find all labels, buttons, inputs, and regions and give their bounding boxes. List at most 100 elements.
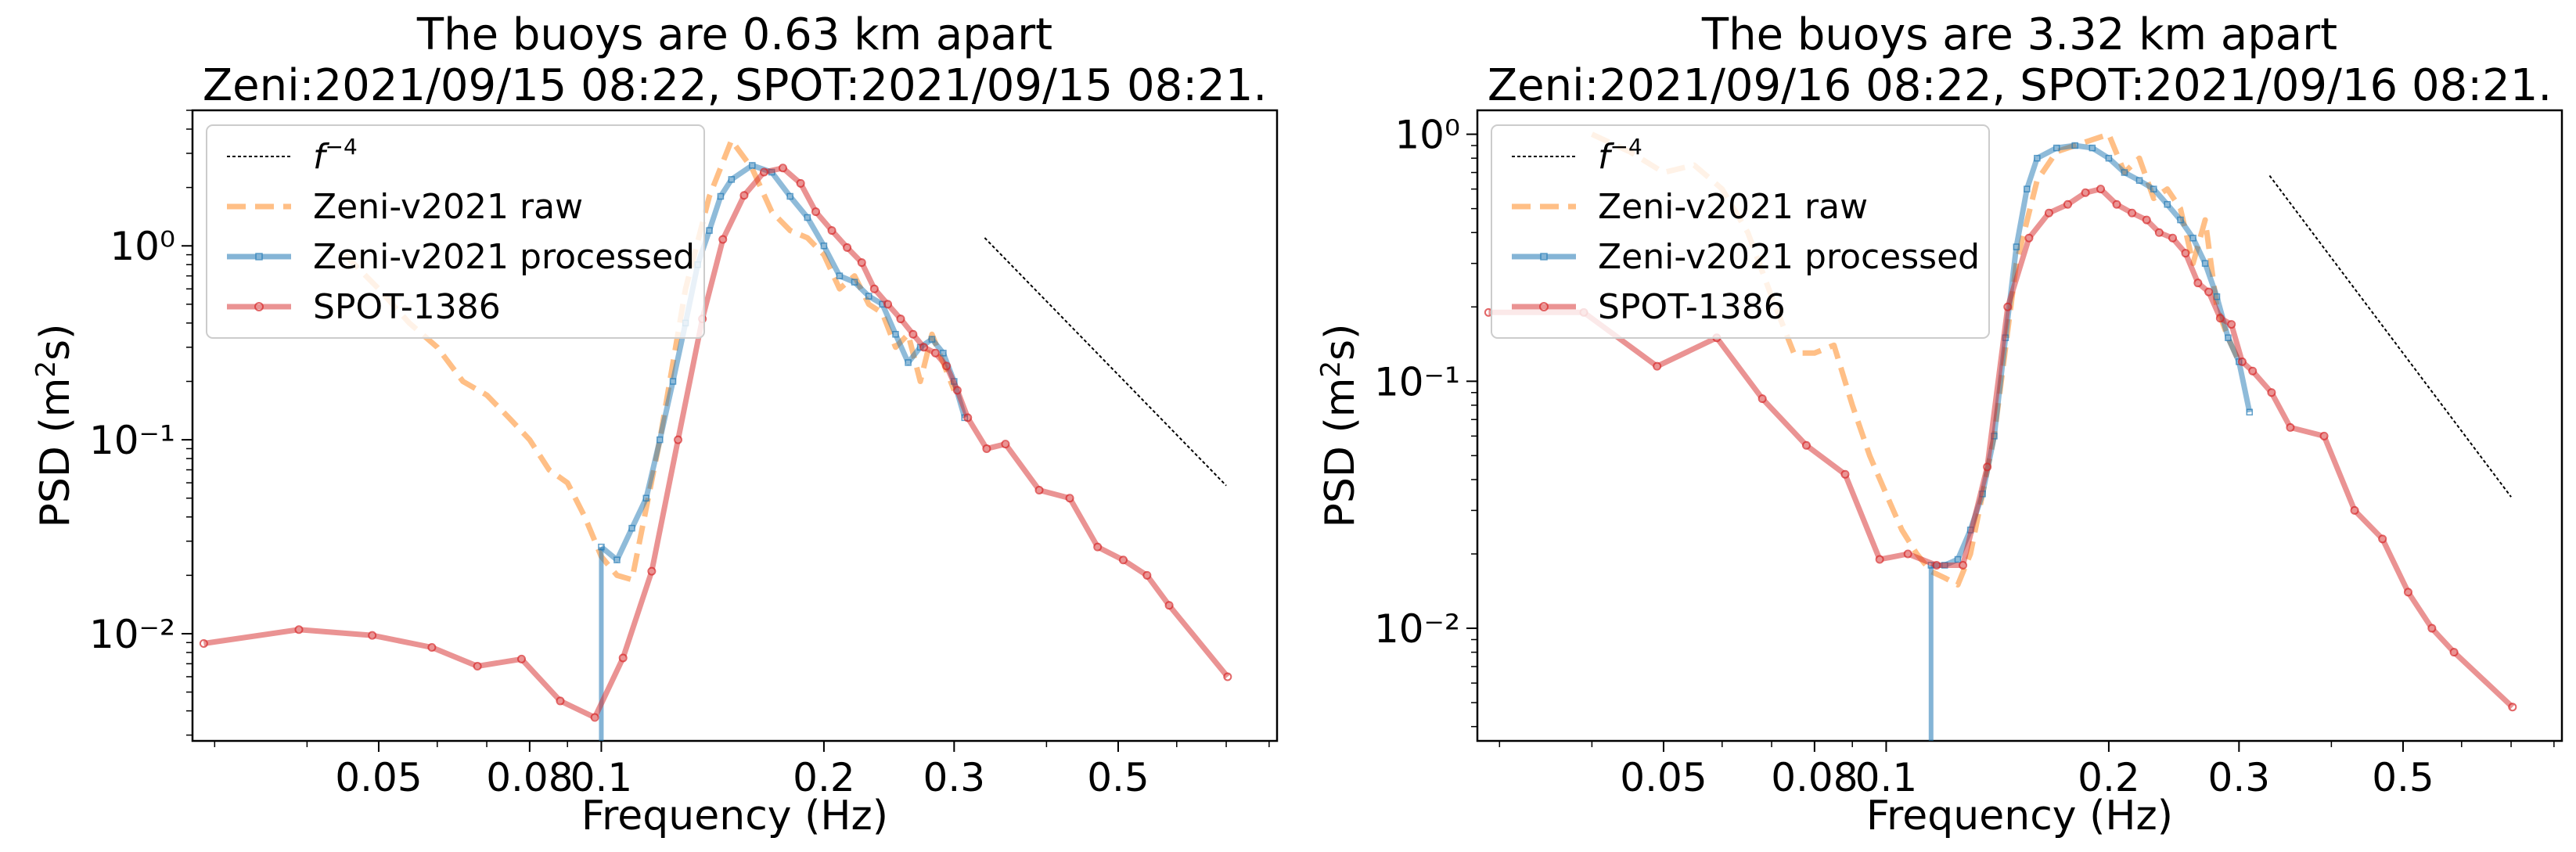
legend-label-processed-left: Zeni-v2021 processed xyxy=(313,237,695,277)
legend-label-raw-right: Zeni-v2021 raw xyxy=(1598,187,1868,227)
processed-point-left xyxy=(786,192,793,200)
spot-point-left xyxy=(843,243,852,252)
spot-point-right xyxy=(2267,388,2276,397)
spot-point-right xyxy=(2154,228,2164,237)
processed-point-left xyxy=(598,543,605,551)
processed-point-left xyxy=(905,359,912,366)
x-tick-label-right: 0.2 xyxy=(2078,755,2140,800)
series-group-right xyxy=(1484,131,2517,741)
chart-title-left: The buoys are 0.63 km apart xyxy=(416,9,1052,60)
processed-point-right xyxy=(2225,334,2232,341)
series-line-f4-left xyxy=(984,237,1227,487)
processed-point-left xyxy=(728,176,736,183)
legend-label-spot-left: SPOT-1386 xyxy=(313,287,501,327)
spot-point-left xyxy=(982,444,991,453)
processed-point-left xyxy=(851,279,858,286)
spot-point-right xyxy=(1758,394,1767,404)
processed-point-right xyxy=(2105,154,2113,162)
spot-point-right xyxy=(2449,648,2459,657)
legend-marker-processed-left xyxy=(255,253,263,261)
processed-point-left xyxy=(717,192,725,200)
processed-point-right xyxy=(2071,142,2078,149)
processed-point-left xyxy=(928,336,936,343)
legend-marker-spot-right xyxy=(1539,302,1549,311)
processed-point-left xyxy=(613,556,621,563)
spot-point-left xyxy=(883,300,893,309)
spot-point-left xyxy=(869,284,879,293)
legend-label-processed-right: Zeni-v2021 processed xyxy=(1598,237,1980,277)
spot-point-left xyxy=(199,639,208,649)
processed-point-left xyxy=(706,227,713,234)
spot-point-right xyxy=(2403,588,2412,597)
y-tick-label-right: 10⁻¹ xyxy=(1374,359,1460,404)
y-tick-label-left: 10⁻² xyxy=(89,612,175,657)
spot-point-left xyxy=(1223,672,1232,681)
y-tick-label-right: 10⁻² xyxy=(1374,606,1460,652)
spot-point-right xyxy=(2248,366,2258,376)
panel-right: The buoys are 3.32 km apart Zeni:2021/09… xyxy=(1315,9,2563,839)
processed-point-right xyxy=(2034,154,2041,162)
spot-point-right xyxy=(2063,200,2072,209)
processed-point-left xyxy=(804,214,811,221)
processed-point-left xyxy=(749,162,756,169)
processed-point-right xyxy=(2013,243,2020,250)
y-tick-label-left: 10⁰ xyxy=(110,224,175,269)
spot-point-left xyxy=(896,315,905,324)
x-tick-label-right: 0.1 xyxy=(1855,755,1918,800)
spot-point-left xyxy=(1142,570,1152,580)
spot-point-left xyxy=(647,566,657,576)
x-tick-label-left: 0.08 xyxy=(486,755,573,800)
y-tick-label-right: 10⁰ xyxy=(1394,113,1460,158)
x-axis-label-left: Frequency (Hz) xyxy=(581,793,888,839)
spot-point-left xyxy=(827,226,836,235)
x-tick-label-left: 0.2 xyxy=(793,755,855,800)
legend-box-left xyxy=(206,124,705,339)
chart-subtitle-right: Zeni:2021/09/16 08:22, SPOT:2021/09/16 0… xyxy=(1488,60,2552,111)
legend-marker-processed-right xyxy=(1540,253,1548,261)
processed-point-left xyxy=(669,378,677,385)
spot-point-left xyxy=(590,713,599,722)
spot-point-right xyxy=(2350,505,2359,515)
x-tick-label-left: 0.1 xyxy=(570,755,633,800)
spot-point-left xyxy=(1001,440,1010,449)
processed-point-right xyxy=(2089,144,2096,152)
spot-point-right xyxy=(1801,440,1811,450)
panel-left: The buoys are 0.63 km apart Zeni:2021/09… xyxy=(31,9,1279,839)
spot-point-left xyxy=(759,167,768,177)
spot-point-left xyxy=(952,386,962,395)
processed-point-left xyxy=(865,293,872,300)
processed-point-right xyxy=(2121,169,2128,176)
spot-point-right xyxy=(2142,215,2151,225)
legend-box-right xyxy=(1491,124,1990,339)
spot-point-left xyxy=(1034,485,1044,494)
spot-point-left xyxy=(1093,542,1103,552)
spot-point-left xyxy=(473,661,482,670)
spot-point-right xyxy=(2378,534,2387,544)
plot-frame-left xyxy=(191,109,1279,742)
spot-point-right xyxy=(2319,431,2329,440)
processed-point-right xyxy=(2150,185,2157,192)
spot-point-right xyxy=(2193,279,2203,288)
spot-point-left xyxy=(618,653,628,663)
x-axis-label-right: Frequency (Hz) xyxy=(1866,793,2173,839)
x-tick-label-right: 0.3 xyxy=(2208,755,2271,800)
spot-point-left xyxy=(963,413,973,422)
spot-point-right xyxy=(2427,624,2437,633)
axis-ticks-right: 0.05 0.080.1 0.2 0.3 0.5 10⁻² 10⁻¹ 10⁰ xyxy=(1374,113,2555,800)
spot-point-right xyxy=(2237,357,2247,366)
spot-point-left xyxy=(930,348,940,358)
x-tick-label-right: 0.5 xyxy=(2372,755,2434,800)
processed-point-right xyxy=(2053,144,2060,152)
spot-point-left xyxy=(427,642,437,652)
spot-point-left xyxy=(516,654,526,663)
spot-point-right xyxy=(2096,185,2106,194)
legend-label-spot-right: SPOT-1386 xyxy=(1598,287,1786,327)
x-tick-label-left: 0.05 xyxy=(335,755,422,800)
processed-point-left xyxy=(642,494,650,501)
spot-point-left xyxy=(1164,601,1174,610)
spot-point-right xyxy=(1959,560,1968,570)
spot-point-left xyxy=(1065,494,1074,503)
chart-title-right: The buoys are 3.32 km apart xyxy=(1701,9,2337,60)
processed-point-left xyxy=(836,272,844,279)
processed-point-right xyxy=(2135,177,2143,184)
